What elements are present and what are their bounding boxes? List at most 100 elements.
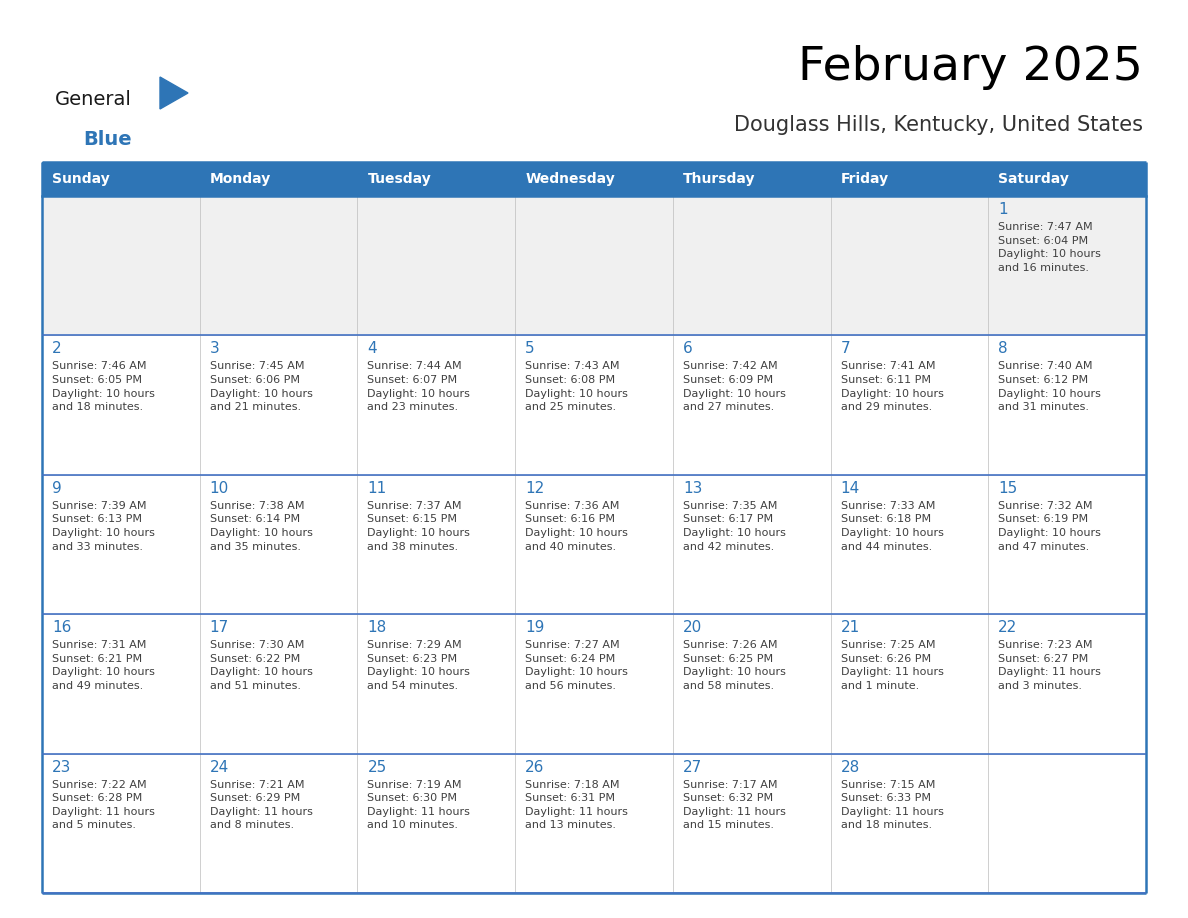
Text: Sunrise: 7:47 AM
Sunset: 6:04 PM
Daylight: 10 hours
and 16 minutes.: Sunrise: 7:47 AM Sunset: 6:04 PM Dayligh…: [998, 222, 1101, 273]
Text: 1: 1: [998, 202, 1007, 217]
Text: Sunrise: 7:38 AM
Sunset: 6:14 PM
Daylight: 10 hours
and 35 minutes.: Sunrise: 7:38 AM Sunset: 6:14 PM Dayligh…: [210, 501, 312, 552]
Bar: [200, 335, 358, 475]
Text: Tuesday: Tuesday: [367, 172, 431, 186]
Text: Sunrise: 7:44 AM
Sunset: 6:07 PM
Daylight: 10 hours
and 23 minutes.: Sunrise: 7:44 AM Sunset: 6:07 PM Dayligh…: [367, 362, 470, 412]
Text: 15: 15: [998, 481, 1018, 496]
Text: 7: 7: [841, 341, 851, 356]
Bar: [516, 335, 672, 475]
Bar: [516, 475, 672, 614]
Text: General: General: [55, 90, 132, 109]
Text: 26: 26: [525, 759, 544, 775]
Text: Sunrise: 7:22 AM
Sunset: 6:28 PM
Daylight: 11 hours
and 5 minutes.: Sunrise: 7:22 AM Sunset: 6:28 PM Dayligh…: [52, 779, 154, 831]
Bar: [988, 614, 1146, 754]
Bar: [200, 196, 358, 335]
Text: Douglass Hills, Kentucky, United States: Douglass Hills, Kentucky, United States: [734, 115, 1143, 135]
Text: Sunrise: 7:26 AM
Sunset: 6:25 PM
Daylight: 10 hours
and 58 minutes.: Sunrise: 7:26 AM Sunset: 6:25 PM Dayligh…: [683, 640, 785, 691]
Bar: [516, 196, 672, 335]
Text: 12: 12: [525, 481, 544, 496]
Text: Saturday: Saturday: [998, 172, 1069, 186]
Bar: [830, 196, 988, 335]
Bar: [830, 475, 988, 614]
Bar: [988, 196, 1146, 335]
Text: Sunrise: 7:17 AM
Sunset: 6:32 PM
Daylight: 11 hours
and 15 minutes.: Sunrise: 7:17 AM Sunset: 6:32 PM Dayligh…: [683, 779, 785, 831]
Bar: [988, 475, 1146, 614]
Text: Blue: Blue: [83, 130, 132, 149]
Text: Thursday: Thursday: [683, 172, 756, 186]
Text: Friday: Friday: [841, 172, 889, 186]
Text: 6: 6: [683, 341, 693, 356]
Bar: [830, 614, 988, 754]
Text: 23: 23: [52, 759, 71, 775]
Text: Sunrise: 7:21 AM
Sunset: 6:29 PM
Daylight: 11 hours
and 8 minutes.: Sunrise: 7:21 AM Sunset: 6:29 PM Dayligh…: [210, 779, 312, 831]
Bar: [358, 162, 516, 196]
Text: 22: 22: [998, 621, 1018, 635]
Text: Sunrise: 7:18 AM
Sunset: 6:31 PM
Daylight: 11 hours
and 13 minutes.: Sunrise: 7:18 AM Sunset: 6:31 PM Dayligh…: [525, 779, 628, 831]
Text: 20: 20: [683, 621, 702, 635]
Text: 4: 4: [367, 341, 377, 356]
Text: Sunrise: 7:45 AM
Sunset: 6:06 PM
Daylight: 10 hours
and 21 minutes.: Sunrise: 7:45 AM Sunset: 6:06 PM Dayligh…: [210, 362, 312, 412]
Bar: [988, 162, 1146, 196]
Bar: [42, 162, 200, 196]
Text: 16: 16: [52, 621, 71, 635]
Text: Sunrise: 7:39 AM
Sunset: 6:13 PM
Daylight: 10 hours
and 33 minutes.: Sunrise: 7:39 AM Sunset: 6:13 PM Dayligh…: [52, 501, 154, 552]
Bar: [42, 614, 200, 754]
Text: 10: 10: [210, 481, 229, 496]
Bar: [358, 335, 516, 475]
Text: Sunrise: 7:35 AM
Sunset: 6:17 PM
Daylight: 10 hours
and 42 minutes.: Sunrise: 7:35 AM Sunset: 6:17 PM Dayligh…: [683, 501, 785, 552]
Text: 21: 21: [841, 621, 860, 635]
Bar: [200, 162, 358, 196]
Polygon shape: [160, 77, 188, 109]
Text: Sunrise: 7:19 AM
Sunset: 6:30 PM
Daylight: 11 hours
and 10 minutes.: Sunrise: 7:19 AM Sunset: 6:30 PM Dayligh…: [367, 779, 470, 831]
Text: 11: 11: [367, 481, 386, 496]
Text: 27: 27: [683, 759, 702, 775]
Bar: [830, 162, 988, 196]
Text: Sunrise: 7:15 AM
Sunset: 6:33 PM
Daylight: 11 hours
and 18 minutes.: Sunrise: 7:15 AM Sunset: 6:33 PM Dayligh…: [841, 779, 943, 831]
Text: Sunrise: 7:27 AM
Sunset: 6:24 PM
Daylight: 10 hours
and 56 minutes.: Sunrise: 7:27 AM Sunset: 6:24 PM Dayligh…: [525, 640, 628, 691]
Bar: [516, 162, 672, 196]
Text: Sunday: Sunday: [52, 172, 109, 186]
Bar: [42, 335, 200, 475]
Text: Sunrise: 7:37 AM
Sunset: 6:15 PM
Daylight: 10 hours
and 38 minutes.: Sunrise: 7:37 AM Sunset: 6:15 PM Dayligh…: [367, 501, 470, 552]
Bar: [42, 475, 200, 614]
Bar: [988, 754, 1146, 893]
Bar: [672, 754, 830, 893]
Text: Monday: Monday: [210, 172, 271, 186]
Text: Sunrise: 7:25 AM
Sunset: 6:26 PM
Daylight: 11 hours
and 1 minute.: Sunrise: 7:25 AM Sunset: 6:26 PM Dayligh…: [841, 640, 943, 691]
Bar: [672, 162, 830, 196]
Bar: [42, 754, 200, 893]
Bar: [830, 335, 988, 475]
Bar: [830, 754, 988, 893]
Bar: [200, 754, 358, 893]
Bar: [672, 335, 830, 475]
Text: Sunrise: 7:43 AM
Sunset: 6:08 PM
Daylight: 10 hours
and 25 minutes.: Sunrise: 7:43 AM Sunset: 6:08 PM Dayligh…: [525, 362, 628, 412]
Bar: [200, 475, 358, 614]
Text: 5: 5: [525, 341, 535, 356]
Bar: [358, 475, 516, 614]
Bar: [516, 614, 672, 754]
Bar: [988, 335, 1146, 475]
Text: 9: 9: [52, 481, 62, 496]
Text: 14: 14: [841, 481, 860, 496]
Bar: [672, 196, 830, 335]
Text: Sunrise: 7:23 AM
Sunset: 6:27 PM
Daylight: 11 hours
and 3 minutes.: Sunrise: 7:23 AM Sunset: 6:27 PM Dayligh…: [998, 640, 1101, 691]
Text: 17: 17: [210, 621, 229, 635]
Text: Sunrise: 7:30 AM
Sunset: 6:22 PM
Daylight: 10 hours
and 51 minutes.: Sunrise: 7:30 AM Sunset: 6:22 PM Dayligh…: [210, 640, 312, 691]
Text: Wednesday: Wednesday: [525, 172, 615, 186]
Bar: [358, 754, 516, 893]
Text: Sunrise: 7:40 AM
Sunset: 6:12 PM
Daylight: 10 hours
and 31 minutes.: Sunrise: 7:40 AM Sunset: 6:12 PM Dayligh…: [998, 362, 1101, 412]
Text: Sunrise: 7:42 AM
Sunset: 6:09 PM
Daylight: 10 hours
and 27 minutes.: Sunrise: 7:42 AM Sunset: 6:09 PM Dayligh…: [683, 362, 785, 412]
Text: 19: 19: [525, 621, 544, 635]
Text: Sunrise: 7:32 AM
Sunset: 6:19 PM
Daylight: 10 hours
and 47 minutes.: Sunrise: 7:32 AM Sunset: 6:19 PM Dayligh…: [998, 501, 1101, 552]
Bar: [672, 614, 830, 754]
Bar: [358, 196, 516, 335]
Text: 25: 25: [367, 759, 386, 775]
Text: 18: 18: [367, 621, 386, 635]
Text: 28: 28: [841, 759, 860, 775]
Text: 8: 8: [998, 341, 1007, 356]
Text: Sunrise: 7:31 AM
Sunset: 6:21 PM
Daylight: 10 hours
and 49 minutes.: Sunrise: 7:31 AM Sunset: 6:21 PM Dayligh…: [52, 640, 154, 691]
Text: Sunrise: 7:36 AM
Sunset: 6:16 PM
Daylight: 10 hours
and 40 minutes.: Sunrise: 7:36 AM Sunset: 6:16 PM Dayligh…: [525, 501, 628, 552]
Text: 13: 13: [683, 481, 702, 496]
Text: Sunrise: 7:29 AM
Sunset: 6:23 PM
Daylight: 10 hours
and 54 minutes.: Sunrise: 7:29 AM Sunset: 6:23 PM Dayligh…: [367, 640, 470, 691]
Bar: [672, 475, 830, 614]
Bar: [358, 614, 516, 754]
